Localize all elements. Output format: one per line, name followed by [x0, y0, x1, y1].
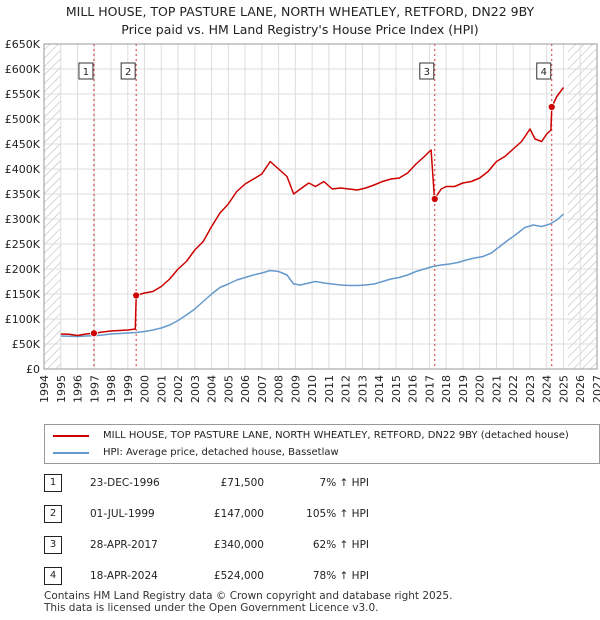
sale-point: [430, 195, 439, 203]
footer: Contains HM Land Registry data © Crown c…: [44, 590, 452, 614]
transaction-hpi: 105% ↑ HPI: [306, 508, 369, 520]
sale-label: 1: [83, 67, 89, 78]
x-tick-label: 2013: [356, 375, 369, 403]
x-tick-label: 2026: [574, 375, 587, 403]
chart-title: MILL HOUSE, TOP PASTURE LANE, NORTH WHEA…: [65, 4, 535, 19]
transaction-date: 18-APR-2024: [90, 570, 158, 582]
x-tick-label: 2010: [306, 375, 319, 403]
x-tick-label: 2003: [189, 375, 202, 403]
y-tick-label: £650K: [5, 38, 41, 51]
transaction-badge: 4: [44, 567, 62, 585]
transaction-date: 23-DEC-1996: [90, 477, 160, 489]
transaction-date: 01-JUL-1999: [90, 508, 155, 520]
transaction-badge: 3: [44, 536, 62, 554]
sale-label: 4: [541, 67, 547, 78]
y-tick-label: £500K: [5, 113, 41, 126]
plot-border: [43, 43, 598, 370]
transaction-price: £524,000: [213, 570, 264, 582]
price-chart: 1 2 3 4 £0 £50K £100K £150K £200K £250K £300K £350…: [5, 38, 600, 403]
y-tick-label: £150K: [5, 288, 41, 301]
legend-item-hpi: HPI: Average price, detached house, Bass…: [53, 445, 339, 461]
y-tick-label: £0: [26, 363, 40, 376]
chart-subtitle: Price paid vs. HM Land Registry's House …: [121, 22, 479, 37]
y-tick-label: £350K: [5, 188, 41, 201]
transaction-hpi: 78% ↑ HPI: [312, 570, 369, 582]
x-tick-label: 2005: [222, 375, 235, 403]
x-tick-label: 2016: [407, 375, 420, 403]
hpi-line: [60, 213, 565, 338]
hatch-region: [567, 44, 597, 369]
y-tick-label: £400K: [5, 163, 41, 176]
x-tick-label: 1997: [88, 375, 101, 403]
y-tick-label: £100K: [5, 313, 41, 326]
y-tick-label: £250K: [5, 238, 41, 251]
x-tick-label: 2004: [206, 375, 219, 403]
transaction-price: £147,000: [213, 508, 264, 520]
footer-licence: This data is licensed under the Open Gov…: [44, 602, 379, 614]
x-tick-label: 2019: [457, 375, 470, 403]
x-tick-label: 1994: [38, 375, 51, 403]
x-tick-label: 1999: [122, 375, 135, 403]
transaction-badge: 2: [44, 505, 62, 523]
x-tick-label: 2022: [507, 375, 520, 403]
transaction-date: 28-APR-2017: [90, 539, 158, 551]
sale-point: [90, 329, 98, 338]
sale-label-box: [120, 62, 136, 80]
legend-swatch-hpi: [53, 452, 89, 454]
table-row: 3 28-APR-2017 £340,000 62% ↑ HPI: [44, 536, 424, 556]
transaction-price: £340,000: [213, 539, 264, 551]
sale-point: [132, 291, 141, 300]
x-tick-label: 2017: [423, 375, 436, 403]
x-tick-label: 2007: [256, 375, 269, 403]
sale-point: [547, 103, 556, 111]
x-tick-label: 2009: [289, 375, 302, 403]
legend-label-property: MILL HOUSE, TOP PASTURE LANE, NORTH WHEA…: [103, 430, 569, 441]
x-tick-label: 2015: [390, 375, 403, 403]
x-tick-label: 2006: [239, 375, 252, 403]
y-tick-label: £200K: [5, 263, 41, 276]
x-tick-label: 2008: [273, 375, 286, 403]
y-tick-label: £450K: [5, 138, 41, 151]
y-tick-label: £50K: [12, 338, 41, 351]
sale-label-box: [536, 62, 552, 80]
x-tick-label: 2018: [440, 375, 453, 403]
legend: MILL HOUSE, TOP PASTURE LANE, NORTH WHEA…: [44, 424, 600, 464]
x-tick-label: 2011: [323, 375, 336, 403]
sale-label: 2: [125, 67, 131, 78]
legend-item-property: MILL HOUSE, TOP PASTURE LANE, NORTH WHEA…: [53, 428, 569, 444]
table-row: 2 01-JUL-1999 £147,000 105% ↑ HPI: [44, 505, 424, 525]
legend-label-hpi: HPI: Average price, detached house, Bass…: [103, 447, 339, 458]
y-tick-label: £300K: [5, 213, 41, 226]
x-tick-label: 2002: [172, 375, 185, 403]
x-tick-label: 2014: [373, 375, 386, 403]
transaction-hpi: 62% ↑ HPI: [312, 539, 369, 551]
legend-swatch-property: [53, 435, 89, 437]
x-tick-label: 2021: [490, 375, 503, 403]
transaction-price: £71,500: [220, 477, 264, 489]
sale-label-box: [78, 62, 94, 80]
transaction-badge: 1: [44, 474, 62, 492]
x-tick-label: 1998: [105, 375, 118, 403]
x-tick-label: 2020: [474, 375, 487, 403]
x-tick-label: 2001: [155, 375, 168, 403]
transaction-hpi: 7% ↑ HPI: [319, 477, 369, 489]
x-tick-label: 2000: [139, 375, 152, 403]
x-tick-label: 2027: [591, 375, 600, 403]
x-tick-label: 2024: [541, 375, 554, 403]
property-price-line: [60, 87, 565, 337]
y-tick-label: £600K: [5, 63, 41, 76]
x-tick-label: 2012: [340, 375, 353, 403]
x-tick-label: 1995: [55, 375, 68, 403]
table-row: 4 18-APR-2024 £524,000 78% ↑ HPI: [44, 567, 424, 587]
sale-label-box: [419, 62, 435, 80]
x-tick-label: 1996: [72, 375, 85, 403]
y-tick-label: £550K: [5, 88, 41, 101]
x-tick-label: 2023: [524, 375, 537, 403]
sale-label: 3: [424, 67, 430, 78]
x-tick-label: 2025: [557, 375, 570, 403]
footer-copyright: Contains HM Land Registry data © Crown c…: [44, 590, 453, 602]
hatch-region: [44, 44, 61, 369]
table-row: 1 23-DEC-1996 £71,500 7% ↑ HPI: [44, 474, 424, 494]
